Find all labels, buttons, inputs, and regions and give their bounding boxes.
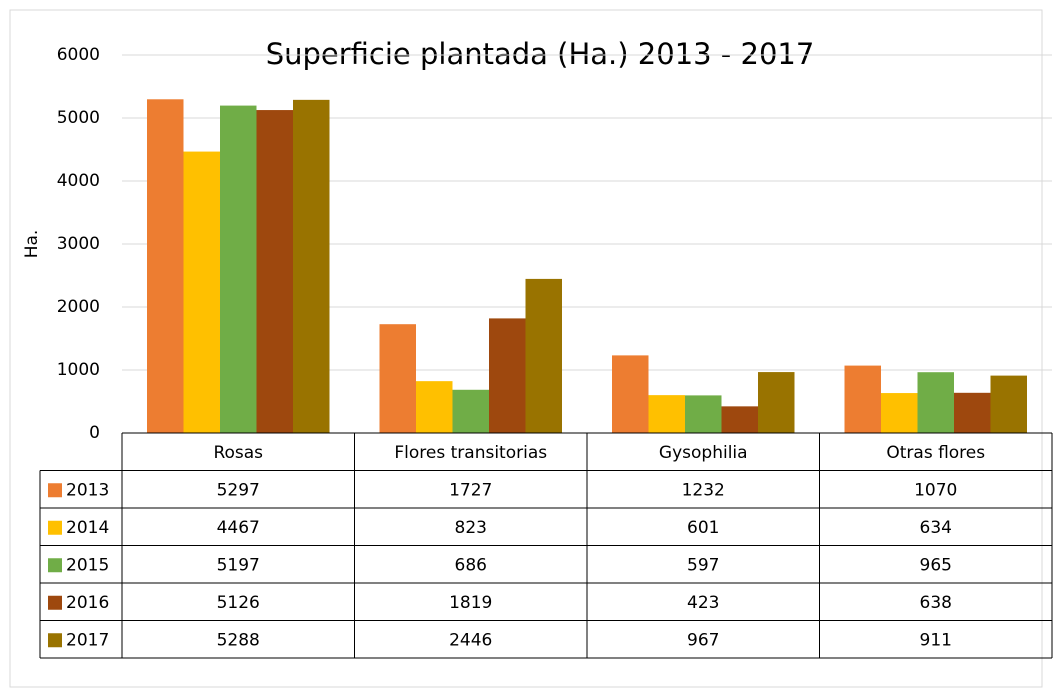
table-cell: 1819 [449,593,492,613]
bar [256,110,293,433]
chart-title: Superficie plantada (Ha.) 2013 - 2017 [266,37,815,71]
bar [452,389,489,433]
bar [917,372,954,433]
bar [990,375,1027,433]
legend-key [48,520,62,535]
table-cell: 4467 [217,518,260,538]
table-cell: 1232 [682,480,725,500]
table-cell: 1070 [914,480,957,500]
legend-key [48,558,62,573]
table-cell: 967 [687,630,719,650]
bar [758,372,795,433]
table-cell: 634 [920,518,952,538]
legend-key [48,633,62,648]
bar [379,324,416,433]
x-tick-label: Gysophilia [659,443,748,463]
bar [685,395,722,433]
legend-label: 2013 [66,480,109,500]
bar [721,406,758,433]
bar [612,355,649,433]
bar [489,318,526,433]
bar [416,381,453,433]
bar [220,105,257,434]
bar [147,99,184,433]
x-tick-label: Flores transitorias [394,443,547,463]
table-cell: 1727 [449,480,492,500]
y-tick-label: 4000 [57,171,100,191]
table-cell: 823 [455,518,487,538]
bar [844,365,881,433]
table-cell: 638 [920,593,952,613]
table-cell: 423 [687,593,719,613]
y-tick-label: 2000 [57,297,100,317]
bar [293,99,330,433]
y-tick-label: 0 [89,423,100,443]
legend-label: 2014 [66,518,109,538]
table-cell: 5297 [217,480,260,500]
table-cell: 965 [920,555,952,575]
bar [648,395,685,433]
table-cell: 5197 [217,555,260,575]
table-cell: 2446 [449,630,492,650]
y-tick-label: 6000 [57,45,100,65]
bar [881,393,918,433]
table-cell: 597 [687,555,719,575]
x-tick-label: Rosas [213,443,263,463]
table-cell: 5288 [217,630,260,650]
table-cell: 686 [455,555,487,575]
y-tick-label: 3000 [57,234,100,254]
y-axis-label: Ha. [22,230,42,259]
legend-label: 2016 [66,593,109,613]
bar [525,278,562,433]
table-cell: 911 [920,630,952,650]
table-cell: 601 [687,518,719,538]
legend-label: 2015 [66,555,109,575]
y-tick-label: 1000 [57,360,100,380]
table-cell: 5126 [217,593,260,613]
x-tick-label: Otras flores [886,443,985,463]
bar [183,151,220,434]
y-tick-label: 5000 [57,108,100,128]
legend-key [48,483,62,498]
bar [954,392,991,433]
legend-label: 2017 [66,630,109,650]
legend-key [48,595,62,610]
